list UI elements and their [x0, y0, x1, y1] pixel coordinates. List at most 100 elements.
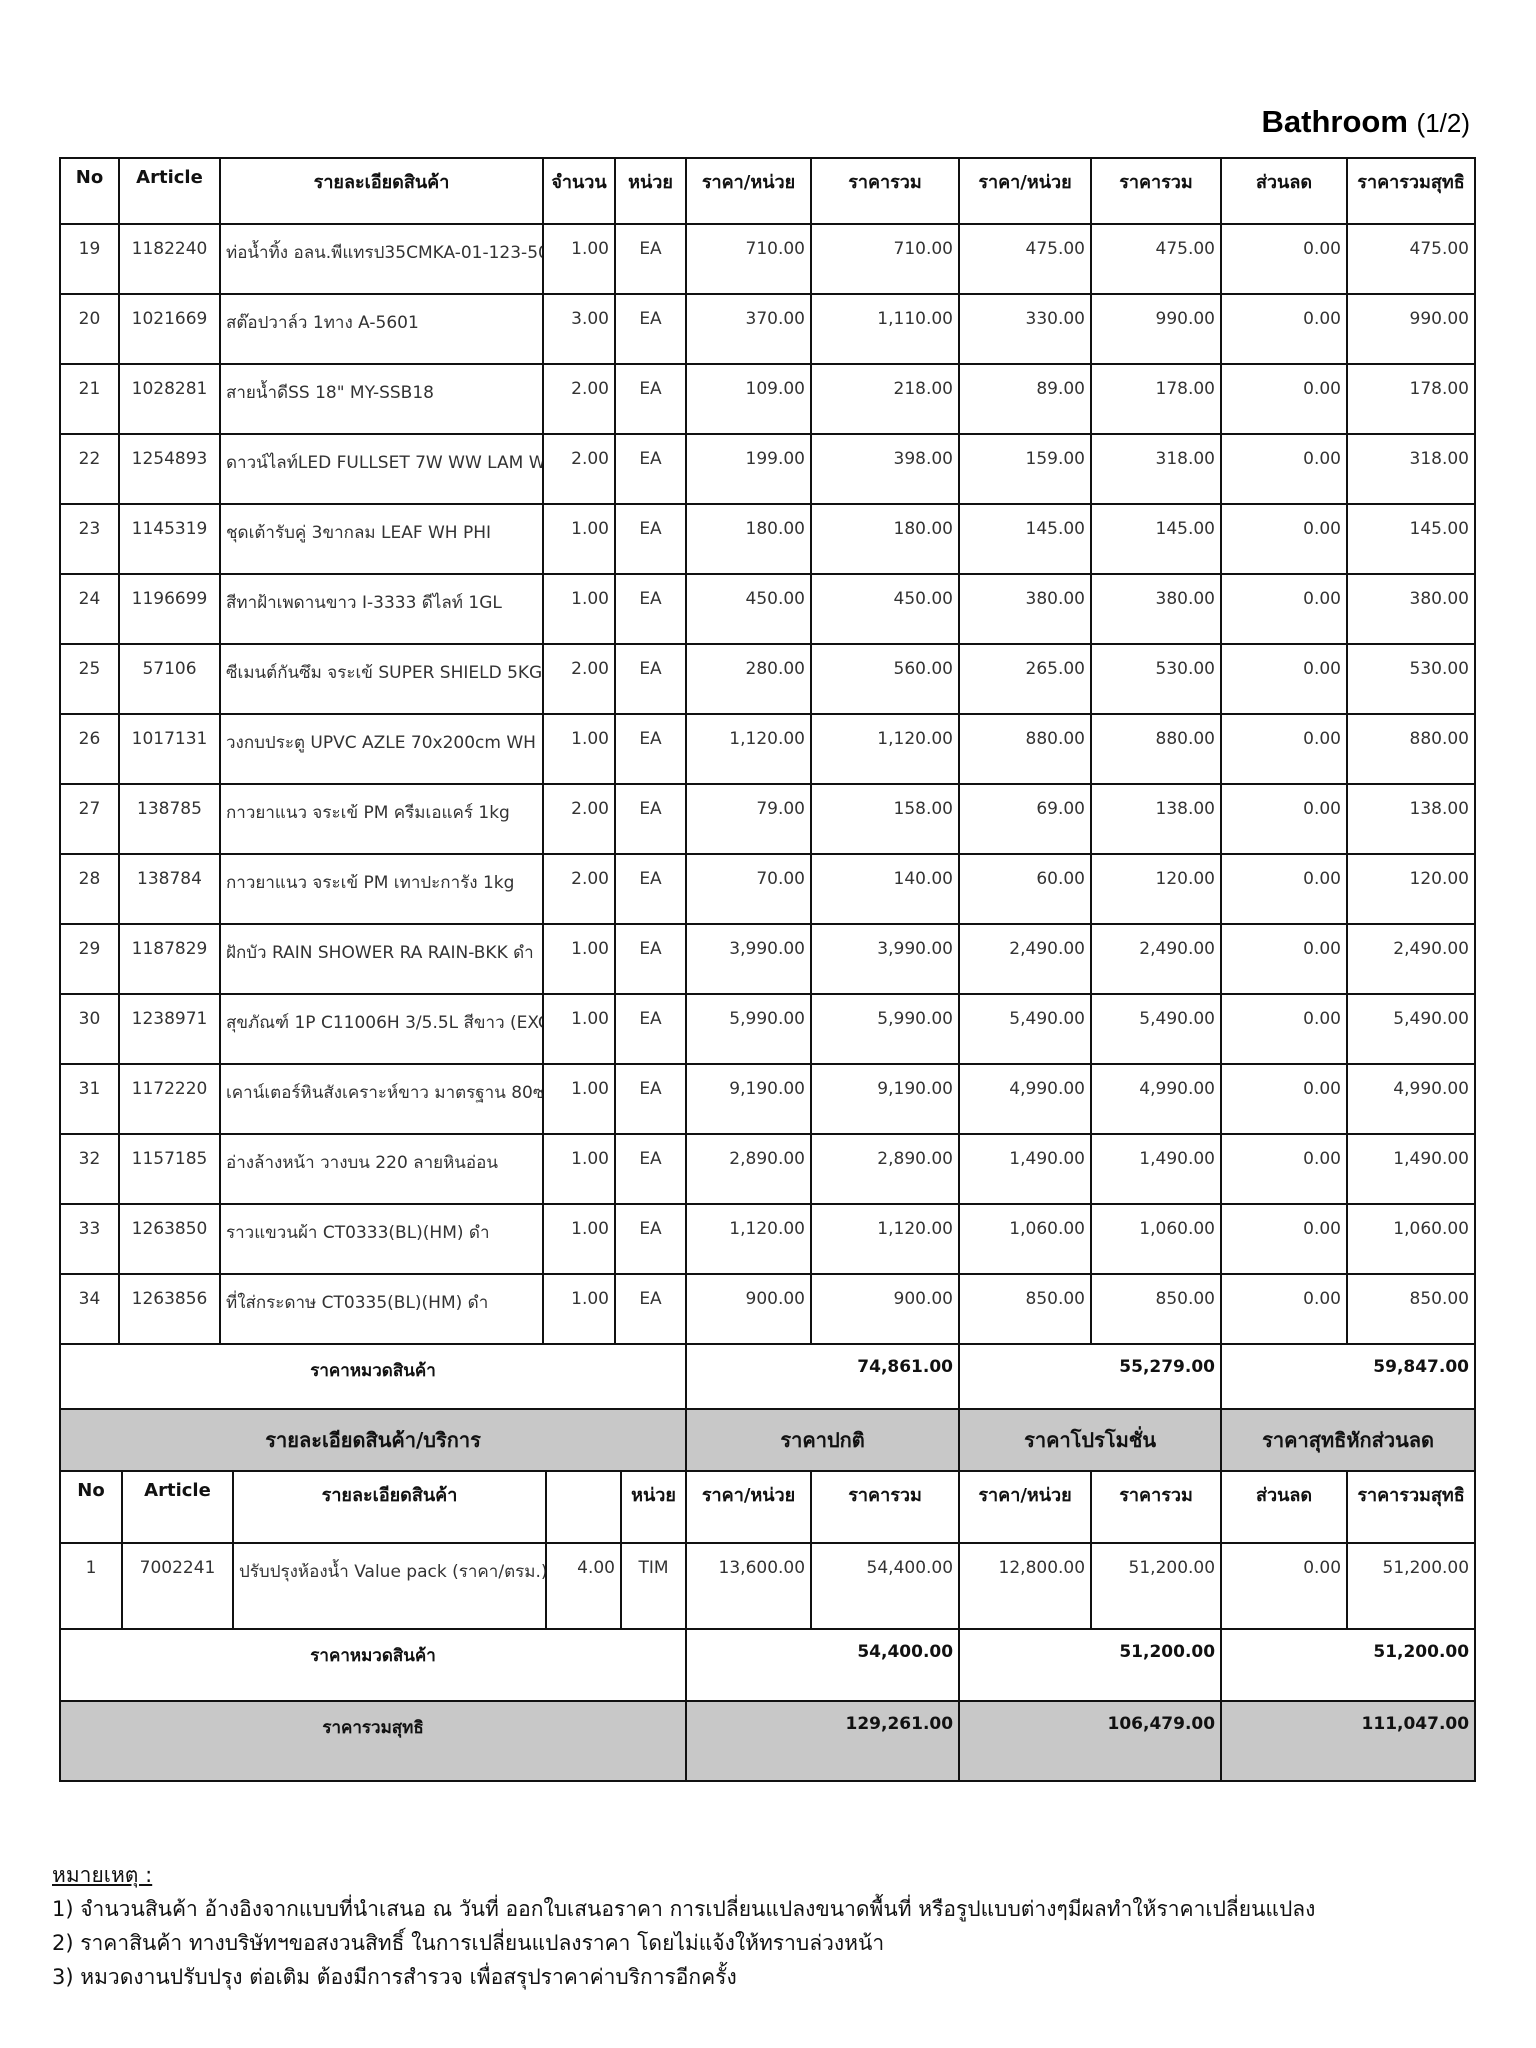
cell-net-total: 475.00 — [1346, 223, 1476, 295]
product-table: No Article รายละเอียดสินค้า จำนวน หน่วย ราคา/… — [59, 157, 1476, 1417]
cell-promo-total: 51,200.00 — [1090, 1542, 1223, 1630]
table-row: 33 1263850 ราวแขวนผ้า CT0333(BL)(HM) ดำ 1.0… — [59, 1203, 1476, 1275]
cell-unit-price: 450.00 — [685, 573, 812, 645]
cell-promo-total: 1,060.00 — [1090, 1203, 1222, 1275]
cell-description: ชุดเต้ารับคู่ 3ขากลม LEAF WH PHI — [219, 503, 544, 575]
cell-promo-unit-price: 4,990.00 — [958, 1063, 1092, 1135]
cell-unit: TIM — [619, 1542, 688, 1630]
cell-promo-total: 120.00 — [1090, 853, 1222, 925]
subtotal-label: ราคาหมวดสินค้า — [59, 1343, 687, 1417]
cell-discount: 0.00 — [1220, 503, 1348, 575]
subtotal-net: 59,847.00 — [1220, 1343, 1476, 1417]
cell-quantity: 2.00 — [542, 853, 616, 925]
header-promo-total: ราคารวม — [1090, 157, 1222, 225]
header-promo-unit-price: ราคา/หน่วย — [958, 1470, 1093, 1544]
cell-discount: 0.00 — [1220, 1203, 1348, 1275]
cell-quantity: 1.00 — [542, 1273, 616, 1345]
cell-unit: EA — [614, 993, 687, 1065]
table-row: 23 1145319 ชุดเต้ารับคู่ 3ขากลม LEAF WH PH… — [59, 503, 1476, 575]
cell-promo-unit-price: 69.00 — [958, 783, 1092, 855]
table-header-row: No Article รายละเอียดสินค้า จำนวน หน่วย ราคา/… — [59, 157, 1476, 225]
cell-promo-total: 475.00 — [1090, 223, 1222, 295]
cell-net-total: 530.00 — [1346, 643, 1476, 715]
header-description: รายละเอียดสินค้า — [219, 157, 544, 225]
cell-description: ดาวน์ไลท์LED FULLSET 7W WW LAM WH3 — [219, 433, 544, 505]
cell-quantity: 1.00 — [542, 1063, 616, 1135]
cell-discount: 0.00 — [1220, 1273, 1348, 1345]
cell-article: 7002241 — [121, 1542, 234, 1630]
cell-discount: 0.00 — [1220, 783, 1348, 855]
header-quantity — [545, 1470, 622, 1544]
group-header-promo-price: ราคาโปรโมชั่น — [958, 1408, 1223, 1472]
cell-total-price: 710.00 — [810, 223, 960, 295]
cell-description: อ่างล้างหน้า วางบน 220 ลายหินอ่อน — [219, 1133, 544, 1205]
cell-discount: 0.00 — [1220, 643, 1348, 715]
cell-discount: 0.00 — [1220, 1063, 1348, 1135]
cell-unit-price: 1,120.00 — [685, 1203, 812, 1275]
cell-no: 24 — [59, 573, 120, 645]
cell-article: 138785 — [118, 783, 221, 855]
table-row: 25 57106 ซีเมนต์กันซึม จระเข้ SUPER SHIELD… — [59, 643, 1476, 715]
cell-quantity: 1.00 — [542, 573, 616, 645]
cell-unit-price: 1,120.00 — [685, 713, 812, 785]
cell-net-total: 138.00 — [1346, 783, 1476, 855]
cell-quantity: 1.00 — [542, 993, 616, 1065]
cell-promo-unit-price: 145.00 — [958, 503, 1092, 575]
table-row: 34 1263856 ที่ใส่กระดาษ CT0335(BL)(HM) ดำ 1… — [59, 1273, 1476, 1345]
cell-description: ปรับปรุงห้องน้ำ Value pack (ราคา/ตรม.) — [232, 1542, 547, 1630]
cell-description: เคาน์เตอร์หินสังเคราะห์ขาว มาตรฐาน 80ซม. — [219, 1063, 544, 1135]
cell-net-total: 880.00 — [1346, 713, 1476, 785]
cell-promo-total: 4,990.00 — [1090, 1063, 1222, 1135]
cell-quantity: 1.00 — [542, 1133, 616, 1205]
cell-unit: EA — [614, 573, 687, 645]
cell-article: 1017131 — [118, 713, 221, 785]
cell-promo-total: 145.00 — [1090, 503, 1222, 575]
cell-no: 22 — [59, 433, 120, 505]
cell-quantity: 2.00 — [542, 363, 616, 435]
cell-description: สต๊อปวาล์ว 1ทาง A-5601 — [219, 293, 544, 365]
cell-total-price: 398.00 — [810, 433, 960, 505]
cell-quantity: 1.00 — [542, 713, 616, 785]
cell-description: ฝักบัว RAIN SHOWER RA RAIN-BKK ดำ — [219, 923, 544, 995]
cell-no: 19 — [59, 223, 120, 295]
cell-discount: 0.00 — [1220, 433, 1348, 505]
cell-no: 32 — [59, 1133, 120, 1205]
cell-no: 30 — [59, 993, 120, 1065]
table-row: 22 1254893 ดาวน์ไลท์LED FULLSET 7W WW LAM … — [59, 433, 1476, 505]
group-header-details: รายละเอียดสินค้า/บริการ — [58, 1408, 688, 1472]
cell-promo-total: 880.00 — [1090, 713, 1222, 785]
subtotal-normal: 74,861.00 — [685, 1343, 960, 1417]
cell-promo-unit-price: 159.00 — [958, 433, 1092, 505]
cell-unit-price: 370.00 — [685, 293, 812, 365]
cell-no: 25 — [59, 643, 120, 715]
cell-quantity: 1.00 — [542, 923, 616, 995]
note-item: 3) หมวดงานปรับปรุง ต่อเติม ต้องมีการสำรว… — [52, 1965, 737, 1989]
cell-unit: EA — [614, 293, 687, 365]
cell-total-price: 3,990.00 — [810, 923, 960, 995]
cell-unit-price: 79.00 — [685, 783, 812, 855]
cell-promo-unit-price: 2,490.00 — [958, 923, 1092, 995]
subtotal-promo: 51,200.00 — [958, 1628, 1223, 1702]
table-row: 32 1157185 อ่างล้างหน้า วางบน 220 ลายหินอ่… — [59, 1133, 1476, 1205]
table-row: 27 138785 กาวยาแนว จระเข้ PM ครีมเอแคร์ 1k… — [59, 783, 1476, 855]
table-row: 1 7002241 ปรับปรุงห้องน้ำ Value pack (ราคา… — [59, 1542, 1477, 1630]
cell-promo-total: 380.00 — [1090, 573, 1222, 645]
cell-net-total: 178.00 — [1346, 363, 1476, 435]
grand-total-net: 111,047.00 — [1220, 1700, 1477, 1782]
header-unit-price: ราคา/หน่วย — [685, 1470, 813, 1544]
header-article: Article — [121, 1470, 234, 1544]
cell-total-price: 218.00 — [810, 363, 960, 435]
cell-total-price: 1,120.00 — [810, 1203, 960, 1275]
cell-article: 1028281 — [118, 363, 221, 435]
header-no: No — [59, 1470, 123, 1544]
cell-article: 1182240 — [118, 223, 221, 295]
cell-description: สุขภัณฑ์ 1P C11006H 3/5.5L สีขาว (EXC.) — [219, 993, 544, 1065]
cell-quantity: 2.00 — [542, 643, 616, 715]
cell-total-price: 5,990.00 — [810, 993, 960, 1065]
cell-discount: 0.00 — [1220, 573, 1348, 645]
title-main: Bathroom — [1261, 104, 1408, 139]
page-title: Bathroom (1/2) — [1262, 104, 1470, 140]
header-total-price: ราคารวม — [810, 157, 960, 225]
cell-net-total: 850.00 — [1346, 1273, 1476, 1345]
table-row: 30 1238971 สุขภัณฑ์ 1P C11006H 3/5.5L สีขา… — [59, 993, 1476, 1065]
